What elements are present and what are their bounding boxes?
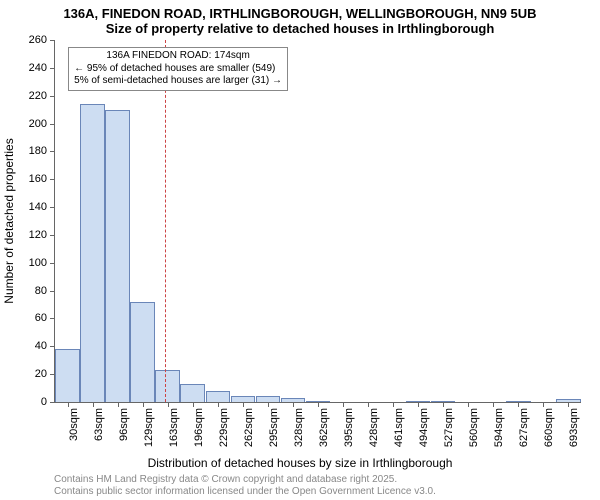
footer-line1: Contains HM Land Registry data © Crown c… [54, 474, 436, 486]
chart-title-line2: Size of property relative to detached ho… [0, 21, 600, 36]
y-tick-label: 200 [29, 118, 55, 130]
histogram-bar [130, 302, 155, 402]
y-tick-label: 0 [41, 396, 55, 408]
histogram-bar [105, 110, 130, 402]
y-tick-label: 40 [35, 340, 55, 352]
x-tick-label: 494sqm [418, 402, 430, 447]
x-tick-label: 129sqm [143, 402, 155, 447]
y-tick-label: 120 [29, 229, 55, 241]
x-tick-label: 627sqm [518, 402, 530, 447]
x-tick-label: 527sqm [443, 402, 455, 447]
histogram-bar [55, 349, 80, 402]
x-tick-label: 229sqm [218, 402, 230, 447]
y-tick-label: 260 [29, 34, 55, 46]
y-tick-label: 60 [35, 312, 55, 324]
y-tick-label: 220 [29, 90, 55, 102]
y-tick-label: 240 [29, 62, 55, 74]
y-tick-label: 180 [29, 145, 55, 157]
x-tick-label: 660sqm [543, 402, 555, 447]
histogram-bar [180, 384, 205, 402]
x-tick-label: 262sqm [243, 402, 255, 447]
x-tick-label: 461sqm [393, 402, 405, 447]
y-tick-label: 80 [35, 285, 55, 297]
x-tick-label: 428sqm [368, 402, 380, 447]
chart-plot-area: 02040608010012014016018020022024026030sq… [54, 40, 581, 403]
x-tick-label: 196sqm [193, 402, 205, 447]
x-axis-label: Distribution of detached houses by size … [0, 456, 600, 470]
x-tick-label: 163sqm [168, 402, 180, 447]
chart-title-line1: 136A, FINEDON ROAD, IRTHLINGBOROUGH, WEL… [0, 0, 600, 21]
x-tick-label: 693sqm [568, 402, 580, 447]
x-tick-label: 395sqm [343, 402, 355, 447]
y-tick-label: 100 [29, 257, 55, 269]
annotation-line: 5% of semi-detached houses are larger (3… [74, 75, 282, 88]
x-tick-label: 30sqm [68, 402, 80, 441]
x-tick-label: 96sqm [118, 402, 130, 441]
annotation-line: ← 95% of detached houses are smaller (54… [74, 63, 282, 76]
y-tick-label: 20 [35, 368, 55, 380]
y-tick-label: 140 [29, 201, 55, 213]
y-tick-label: 160 [29, 173, 55, 185]
annotation-line: 136A FINEDON ROAD: 174sqm [74, 50, 282, 63]
footer-line2: Contains public sector information licen… [54, 486, 436, 498]
x-tick-label: 63sqm [93, 402, 105, 441]
annotation-box: 136A FINEDON ROAD: 174sqm← 95% of detach… [68, 47, 288, 91]
histogram-bar [206, 391, 231, 402]
x-tick-label: 594sqm [493, 402, 505, 447]
x-tick-label: 295sqm [268, 402, 280, 447]
x-tick-label: 328sqm [293, 402, 305, 447]
chart-footer: Contains HM Land Registry data © Crown c… [54, 474, 436, 498]
x-tick-label: 362sqm [318, 402, 330, 447]
histogram-bar [155, 370, 180, 402]
reference-line [165, 40, 166, 402]
x-tick-label: 560sqm [468, 402, 480, 447]
y-axis-label: Number of detached properties [2, 138, 16, 303]
histogram-bar [80, 104, 105, 402]
